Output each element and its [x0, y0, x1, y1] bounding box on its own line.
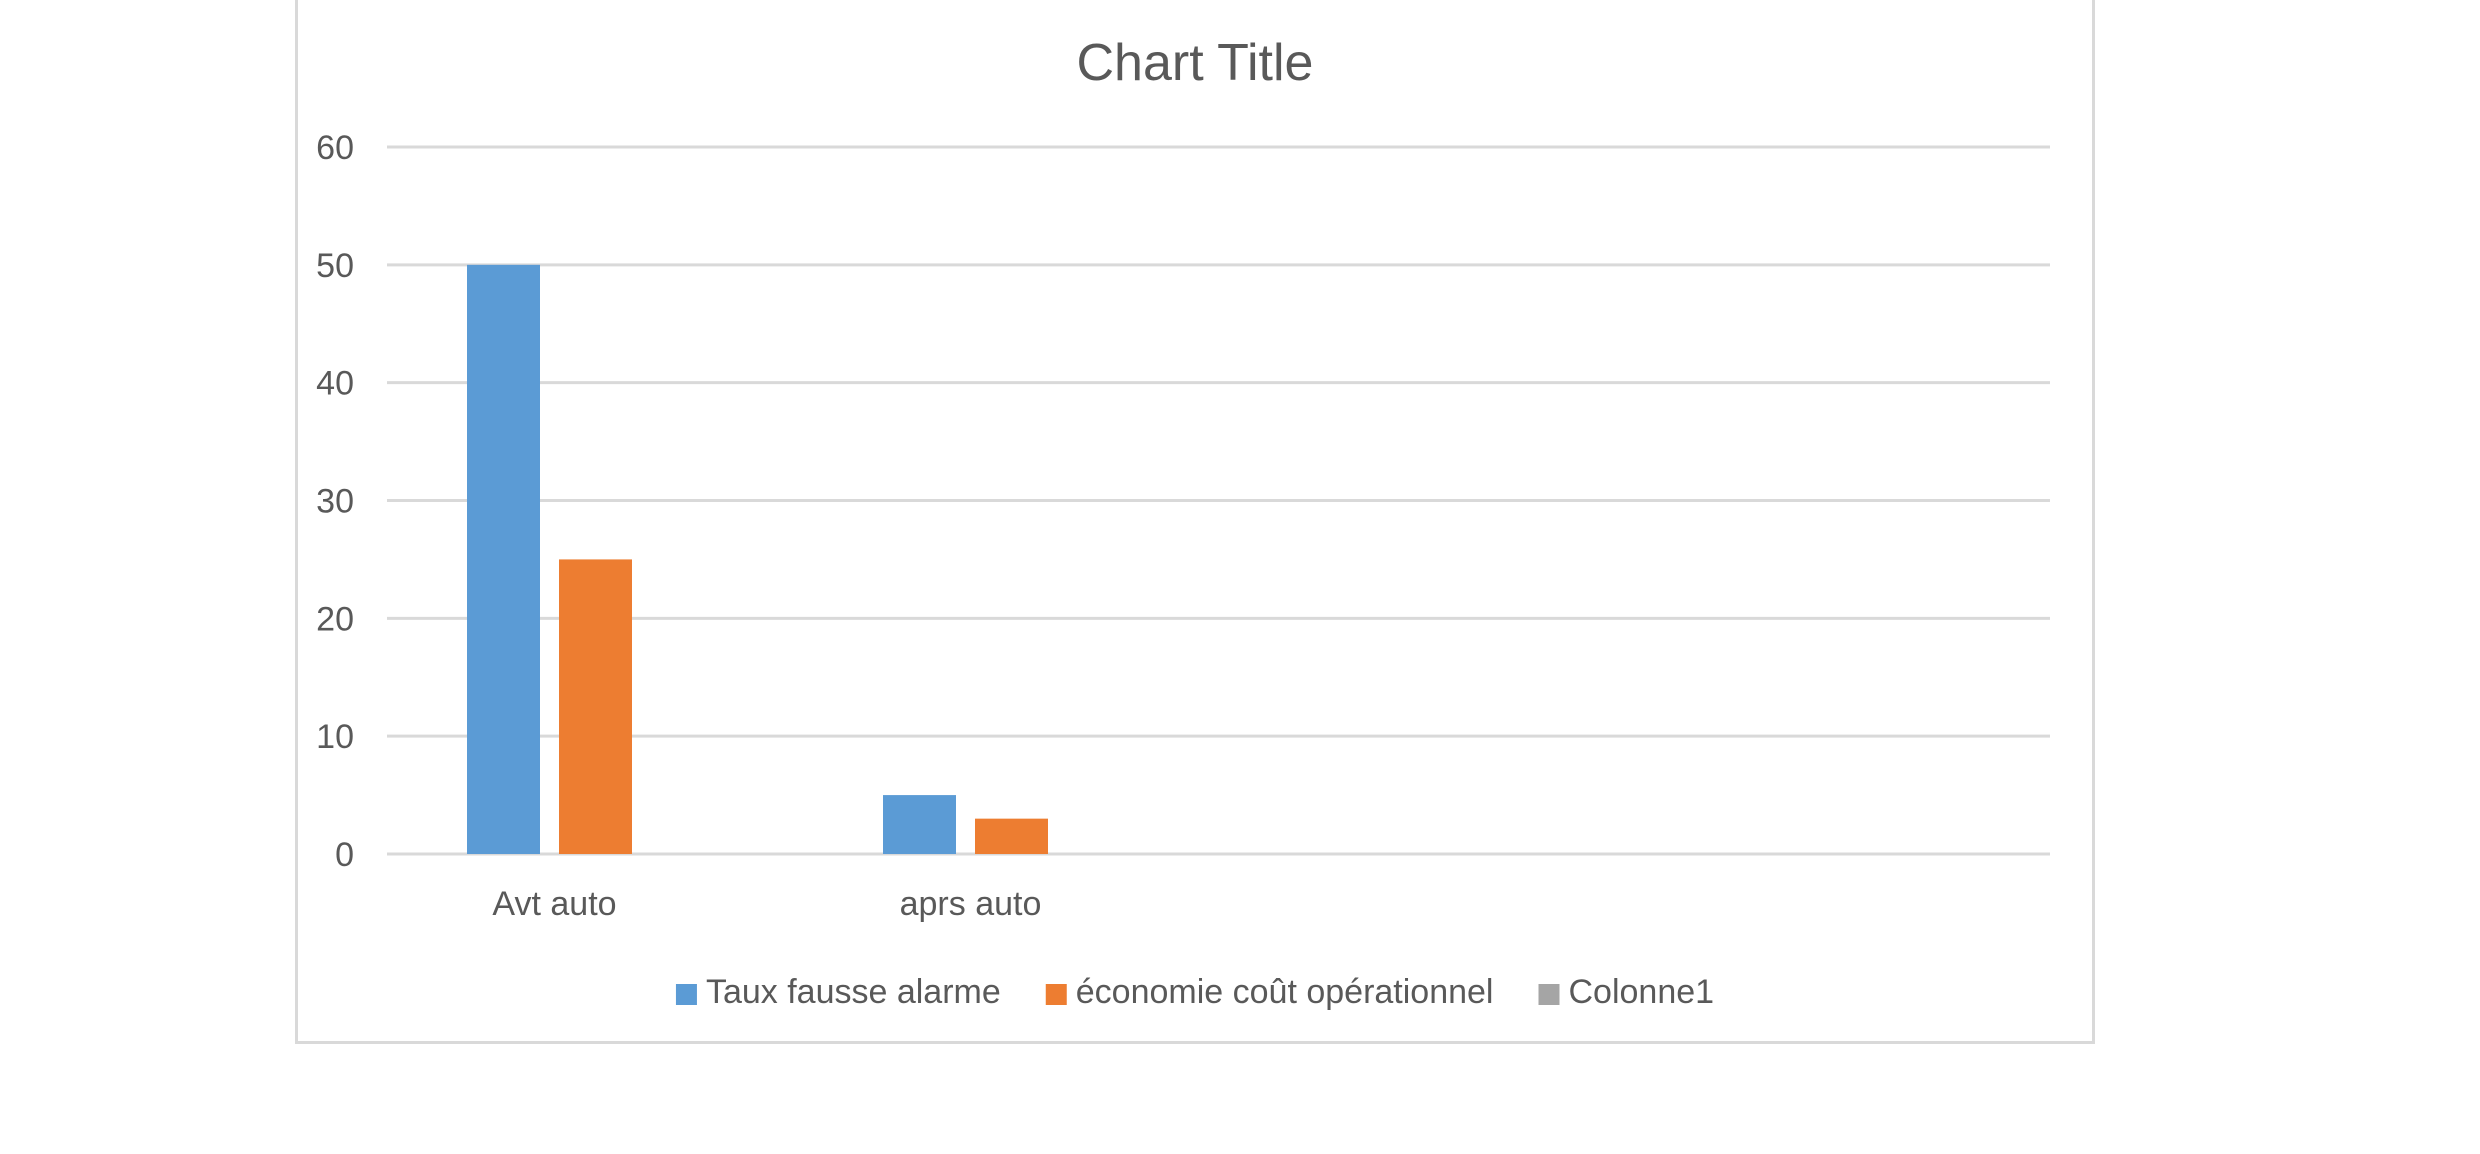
- y-tick-label: 30: [316, 483, 354, 521]
- x-tick-label: Avt auto: [492, 885, 616, 923]
- y-tick-label: 20: [316, 600, 354, 638]
- y-tick-label: 40: [316, 365, 354, 403]
- x-tick-label: aprs auto: [900, 885, 1042, 923]
- bar[interactable]: [975, 818, 1048, 854]
- x-axis-ticks: Avt auto aprs auto: [492, 885, 1041, 923]
- legend[interactable]: Taux fausse alarme économie coût opératio…: [675, 973, 1714, 1011]
- y-tick-label: 0: [335, 836, 354, 874]
- legend-label: Taux fausse alarme: [706, 973, 1001, 1011]
- legend-label: économie coût opérationnel: [1076, 973, 1494, 1011]
- legend-item[interactable]: Taux fausse alarme: [675, 973, 1001, 1011]
- bars: [467, 264, 1048, 854]
- legend-swatch: [1538, 984, 1560, 1005]
- legend-item[interactable]: économie coût opérationnel: [1045, 973, 1494, 1011]
- y-tick-label: 10: [316, 718, 354, 756]
- chart-frame: [295, 0, 2095, 1044]
- y-tick-label: 60: [316, 129, 354, 167]
- legend-label: Colonne1: [1568, 973, 1714, 1011]
- legend-swatch: [675, 984, 697, 1005]
- y-axis-ticks: 0 10 20 30 40 50 60: [316, 129, 354, 874]
- chart-title: Chart Title: [1077, 34, 1314, 92]
- legend-item[interactable]: Colonne1: [1538, 973, 1714, 1011]
- legend-swatch: [1045, 984, 1067, 1005]
- y-tick-label: 50: [316, 247, 354, 285]
- bar[interactable]: [883, 795, 956, 854]
- bar[interactable]: [467, 264, 540, 854]
- gridlines: [387, 145, 2050, 856]
- bar[interactable]: [559, 559, 632, 854]
